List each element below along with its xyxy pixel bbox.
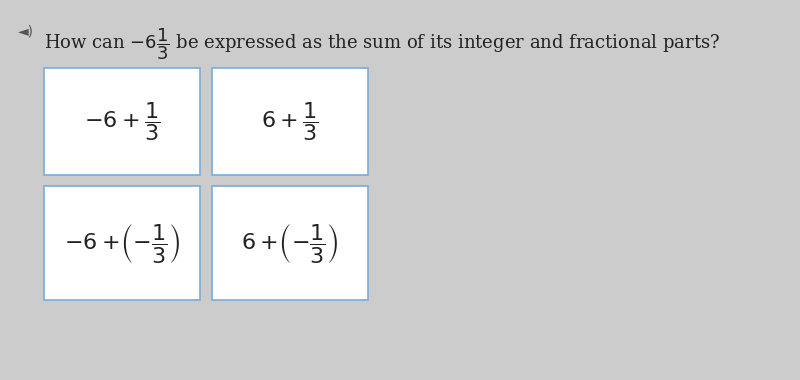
Text: $-6+\!\left(-\dfrac{1}{3}\right)$: $-6+\!\left(-\dfrac{1}{3}\right)$ [64,222,180,265]
Text: $-6+\dfrac{1}{3}$: $-6+\dfrac{1}{3}$ [84,100,160,143]
Text: $6+\dfrac{1}{3}$: $6+\dfrac{1}{3}$ [261,100,319,143]
Text: $6+\!\left(-\dfrac{1}{3}\right)$: $6+\!\left(-\dfrac{1}{3}\right)$ [242,222,338,265]
Text: ◄): ◄) [18,25,34,39]
FancyBboxPatch shape [212,186,368,300]
Text: How can $-6\dfrac{1}{3}$ be expressed as the sum of its integer and fractional p: How can $-6\dfrac{1}{3}$ be expressed as… [44,27,720,62]
FancyBboxPatch shape [212,68,368,175]
FancyBboxPatch shape [44,68,200,175]
FancyBboxPatch shape [44,186,200,300]
